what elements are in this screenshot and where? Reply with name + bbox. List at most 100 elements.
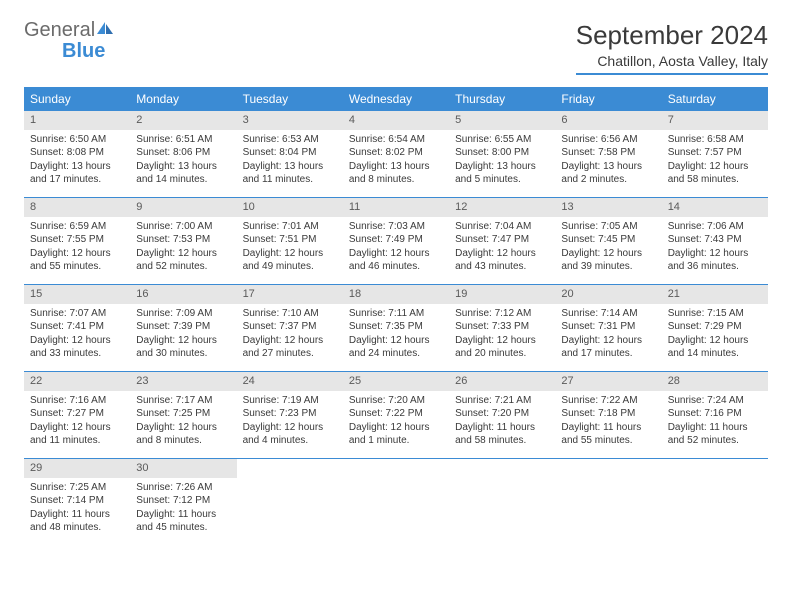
daylight-text-1: Daylight: 12 hours (349, 421, 443, 435)
day-number: 30 (130, 459, 236, 478)
day-number: 24 (237, 372, 343, 391)
sunset-text: Sunset: 7:25 PM (136, 407, 230, 421)
sunrise-text: Sunrise: 6:59 AM (30, 220, 124, 234)
sunrise-text: Sunrise: 7:25 AM (30, 481, 124, 495)
day-cell: 22Sunrise: 7:16 AMSunset: 7:27 PMDayligh… (24, 372, 130, 459)
sunrise-text: Sunrise: 6:54 AM (349, 133, 443, 147)
daylight-text-1: Daylight: 12 hours (668, 334, 762, 348)
day-number: 9 (130, 198, 236, 217)
sunrise-text: Sunrise: 7:07 AM (30, 307, 124, 321)
daylight-text-2: and 30 minutes. (136, 347, 230, 361)
header: General Blue September 2024 Chatillon, A… (24, 20, 768, 75)
day-cell: 16Sunrise: 7:09 AMSunset: 7:39 PMDayligh… (130, 285, 236, 372)
empty-cell (237, 459, 343, 546)
sunset-text: Sunset: 8:00 PM (455, 146, 549, 160)
day-cell: 8Sunrise: 6:59 AMSunset: 7:55 PMDaylight… (24, 198, 130, 285)
day-header: Tuesday (237, 87, 343, 111)
daylight-text-2: and 4 minutes. (243, 434, 337, 448)
day-cell: 1Sunrise: 6:50 AMSunset: 8:08 PMDaylight… (24, 111, 130, 198)
location-text: Chatillon, Aosta Valley, Italy (576, 53, 768, 75)
daylight-text-2: and 11 minutes. (30, 434, 124, 448)
day-cell: 2Sunrise: 6:51 AMSunset: 8:06 PMDaylight… (130, 111, 236, 198)
sunrise-text: Sunrise: 7:12 AM (455, 307, 549, 321)
sunrise-text: Sunrise: 6:56 AM (561, 133, 655, 147)
daylight-text-1: Daylight: 12 hours (243, 247, 337, 261)
day-cell: 19Sunrise: 7:12 AMSunset: 7:33 PMDayligh… (449, 285, 555, 372)
sunrise-text: Sunrise: 7:17 AM (136, 394, 230, 408)
calendar-table: SundayMondayTuesdayWednesdayThursdayFrid… (24, 87, 768, 545)
daylight-text-1: Daylight: 12 hours (668, 247, 762, 261)
daylight-text-1: Daylight: 12 hours (561, 247, 655, 261)
month-title: September 2024 (576, 20, 768, 51)
sunset-text: Sunset: 7:43 PM (668, 233, 762, 247)
week-row: 22Sunrise: 7:16 AMSunset: 7:27 PMDayligh… (24, 372, 768, 459)
day-cell: 3Sunrise: 6:53 AMSunset: 8:04 PMDaylight… (237, 111, 343, 198)
sunrise-text: Sunrise: 7:01 AM (243, 220, 337, 234)
daylight-text-2: and 27 minutes. (243, 347, 337, 361)
daylight-text-2: and 48 minutes. (30, 521, 124, 535)
week-row: 8Sunrise: 6:59 AMSunset: 7:55 PMDaylight… (24, 198, 768, 285)
day-header: Friday (555, 87, 661, 111)
day-number: 10 (237, 198, 343, 217)
daylight-text-2: and 17 minutes. (561, 347, 655, 361)
sunset-text: Sunset: 7:12 PM (136, 494, 230, 508)
sunset-text: Sunset: 7:41 PM (30, 320, 124, 334)
sunrise-text: Sunrise: 6:55 AM (455, 133, 549, 147)
day-header: Saturday (662, 87, 768, 111)
empty-cell (555, 459, 661, 546)
daylight-text-1: Daylight: 11 hours (668, 421, 762, 435)
daylight-text-1: Daylight: 12 hours (136, 247, 230, 261)
day-number: 28 (662, 372, 768, 391)
daylight-text-2: and 43 minutes. (455, 260, 549, 274)
daylight-text-1: Daylight: 13 hours (30, 160, 124, 174)
sunset-text: Sunset: 7:23 PM (243, 407, 337, 421)
day-number: 19 (449, 285, 555, 304)
day-number: 18 (343, 285, 449, 304)
day-cell: 23Sunrise: 7:17 AMSunset: 7:25 PMDayligh… (130, 372, 236, 459)
sunrise-text: Sunrise: 7:11 AM (349, 307, 443, 321)
sunrise-text: Sunrise: 6:58 AM (668, 133, 762, 147)
sunrise-text: Sunrise: 7:09 AM (136, 307, 230, 321)
day-cell: 26Sunrise: 7:21 AMSunset: 7:20 PMDayligh… (449, 372, 555, 459)
empty-cell (343, 459, 449, 546)
day-cell: 24Sunrise: 7:19 AMSunset: 7:23 PMDayligh… (237, 372, 343, 459)
daylight-text-1: Daylight: 13 hours (136, 160, 230, 174)
day-cell: 14Sunrise: 7:06 AMSunset: 7:43 PMDayligh… (662, 198, 768, 285)
sunset-text: Sunset: 7:39 PM (136, 320, 230, 334)
sunrise-text: Sunrise: 6:51 AM (136, 133, 230, 147)
daylight-text-1: Daylight: 12 hours (455, 247, 549, 261)
sunrise-text: Sunrise: 7:00 AM (136, 220, 230, 234)
daylight-text-1: Daylight: 12 hours (455, 334, 549, 348)
day-cell: 17Sunrise: 7:10 AMSunset: 7:37 PMDayligh… (237, 285, 343, 372)
sunset-text: Sunset: 8:02 PM (349, 146, 443, 160)
day-number: 14 (662, 198, 768, 217)
logo-text-general: General (24, 19, 95, 41)
sunset-text: Sunset: 7:53 PM (136, 233, 230, 247)
daylight-text-2: and 58 minutes. (455, 434, 549, 448)
day-number: 13 (555, 198, 661, 217)
day-number: 22 (24, 372, 130, 391)
day-number: 12 (449, 198, 555, 217)
daylight-text-1: Daylight: 12 hours (668, 160, 762, 174)
day-number: 16 (130, 285, 236, 304)
day-number: 15 (24, 285, 130, 304)
day-number: 6 (555, 111, 661, 130)
day-cell: 20Sunrise: 7:14 AMSunset: 7:31 PMDayligh… (555, 285, 661, 372)
daylight-text-2: and 24 minutes. (349, 347, 443, 361)
daylight-text-2: and 5 minutes. (455, 173, 549, 187)
sunset-text: Sunset: 7:31 PM (561, 320, 655, 334)
calendar-body: 1Sunrise: 6:50 AMSunset: 8:08 PMDaylight… (24, 111, 768, 545)
day-header: Wednesday (343, 87, 449, 111)
logo: General Blue (24, 20, 115, 62)
daylight-text-1: Daylight: 13 hours (349, 160, 443, 174)
day-cell: 18Sunrise: 7:11 AMSunset: 7:35 PMDayligh… (343, 285, 449, 372)
day-cell: 30Sunrise: 7:26 AMSunset: 7:12 PMDayligh… (130, 459, 236, 546)
sunrise-text: Sunrise: 7:24 AM (668, 394, 762, 408)
daylight-text-2: and 36 minutes. (668, 260, 762, 274)
day-cell: 21Sunrise: 7:15 AMSunset: 7:29 PMDayligh… (662, 285, 768, 372)
daylight-text-1: Daylight: 12 hours (349, 334, 443, 348)
day-cell: 11Sunrise: 7:03 AMSunset: 7:49 PMDayligh… (343, 198, 449, 285)
day-cell: 7Sunrise: 6:58 AMSunset: 7:57 PMDaylight… (662, 111, 768, 198)
daylight-text-2: and 20 minutes. (455, 347, 549, 361)
week-row: 1Sunrise: 6:50 AMSunset: 8:08 PMDaylight… (24, 111, 768, 198)
